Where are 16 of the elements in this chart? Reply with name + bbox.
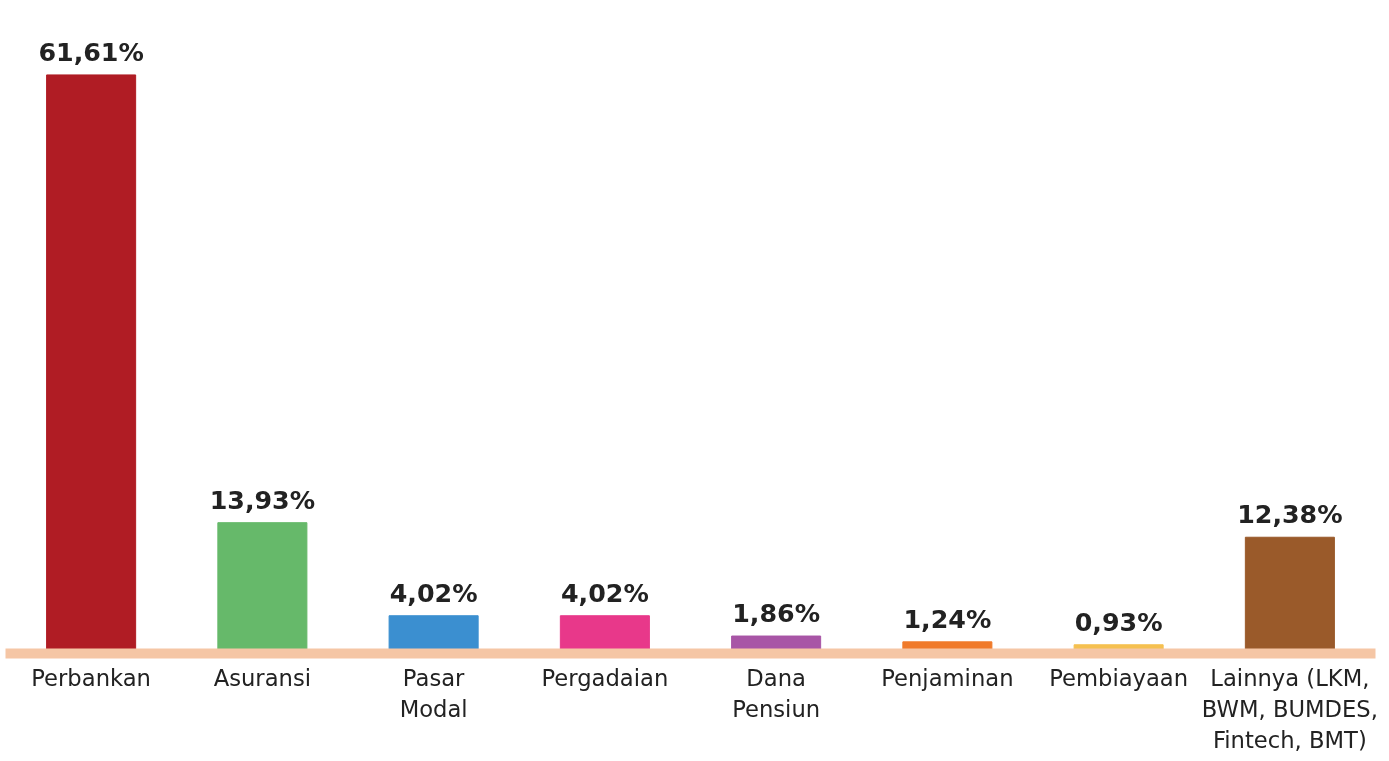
x-tick-label: Pembiayaan (1049, 664, 1189, 691)
data-label: 12,38% (1237, 499, 1343, 530)
x-tick-label: Asuransi (213, 664, 312, 691)
x-tick-label: Penjaminan (881, 664, 1014, 691)
x-tick-label: Pergadaian (541, 664, 669, 691)
data-label: 61,61% (38, 36, 144, 67)
x-tick-label: Pasar Modal (399, 664, 468, 722)
data-label: 13,93% (209, 484, 316, 515)
x-tick-label: Lainnya (LKM, BWM, BUMDES, Fintech, BMT) (1201, 664, 1378, 753)
data-label: 4,02% (389, 577, 478, 608)
data-label: 1,24% (903, 603, 992, 634)
x-tick-label: Dana Pensiun (732, 664, 821, 722)
data-label: 0,93% (1074, 606, 1163, 637)
data-label: 1,86% (732, 598, 821, 629)
data-label: 4,02% (560, 577, 649, 608)
x-tick-label: Perbankan (31, 664, 151, 691)
